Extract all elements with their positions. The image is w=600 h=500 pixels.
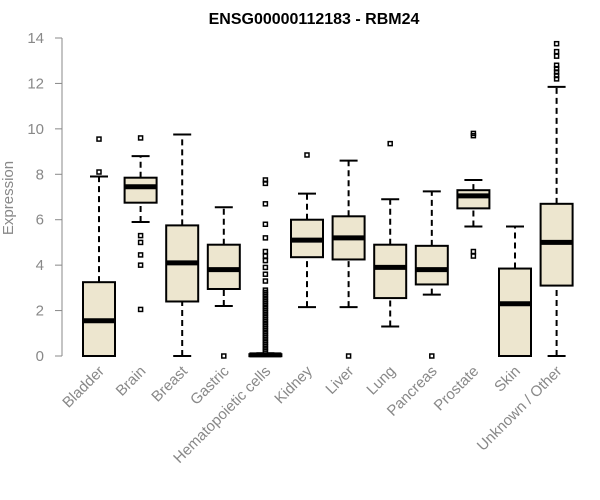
y-tick-label: 0	[36, 348, 44, 365]
x-category-label: Breast	[148, 362, 191, 405]
y-tick-label: 14	[27, 30, 44, 47]
box-group	[82, 136, 116, 357]
plot-area	[82, 40, 574, 359]
outlier-point	[137, 306, 144, 313]
x-category-label: Liver	[322, 363, 357, 398]
chart-title: ENSG00000112183 - RBM24	[209, 11, 420, 28]
y-axis-label: Expression	[0, 161, 17, 235]
outlier-point	[137, 252, 144, 258]
outlier-point	[553, 48, 560, 55]
box-group	[331, 159, 366, 359]
outlier-point	[221, 353, 227, 359]
box-group	[414, 190, 449, 359]
box-group	[498, 225, 532, 357]
y-tick-label: 8	[36, 166, 44, 183]
box-group	[165, 133, 200, 357]
outlier-point	[262, 278, 269, 284]
y-axis: 0 2 4 6 8 10 12 14	[27, 30, 63, 365]
y-tick-label: 12	[27, 75, 44, 92]
y-tick-label: 4	[36, 257, 44, 274]
outlier-point	[262, 248, 269, 255]
x-category-label: Bladder	[59, 363, 108, 412]
outlier-point	[137, 262, 144, 268]
outlier-point	[470, 130, 477, 137]
outlier-point	[387, 140, 393, 147]
outlier-point	[262, 257, 269, 264]
box-group	[456, 130, 491, 259]
box-group	[248, 177, 283, 358]
iqr-box	[498, 267, 532, 357]
outlier-point	[137, 232, 144, 239]
box-group	[539, 40, 574, 357]
x-category-label: Lung	[363, 363, 399, 399]
outlier-point	[262, 201, 269, 207]
outlier-point	[262, 271, 269, 277]
outlier-point	[262, 264, 269, 271]
outlier-point	[137, 135, 144, 141]
outlier-point	[553, 53, 560, 59]
x-category-label: Prostate	[431, 363, 483, 415]
iqr-box	[123, 176, 158, 204]
x-category-label: Brain	[113, 363, 150, 400]
iqr-box	[206, 243, 241, 290]
outlier-point	[262, 253, 269, 259]
box-group	[123, 135, 158, 313]
iqr-box	[373, 243, 408, 300]
y-tick-label: 10	[27, 121, 44, 138]
box-group	[373, 140, 408, 328]
y-tick-label: 2	[36, 303, 44, 320]
iqr-box	[456, 189, 491, 210]
outlier-point	[553, 62, 560, 69]
box-group	[290, 152, 324, 309]
outlier-point	[429, 353, 435, 359]
outlier-point	[470, 248, 477, 255]
box-group	[206, 206, 241, 359]
outlier-point	[137, 239, 144, 246]
outlier-point	[262, 287, 269, 293]
outlier-point	[262, 221, 269, 228]
iqr-box	[414, 244, 449, 286]
x-category-label: Skin	[491, 363, 524, 396]
outlier-point	[262, 177, 269, 183]
outlier-point	[262, 235, 269, 241]
outlier-point	[470, 253, 477, 259]
outlier-point	[96, 136, 102, 142]
outlier-point	[553, 40, 560, 47]
x-category-label: Kidney	[271, 362, 316, 407]
y-tick-label: 6	[36, 212, 44, 229]
outlier-point	[96, 169, 102, 175]
outlier-point	[345, 353, 352, 359]
outlier-point	[304, 152, 310, 158]
